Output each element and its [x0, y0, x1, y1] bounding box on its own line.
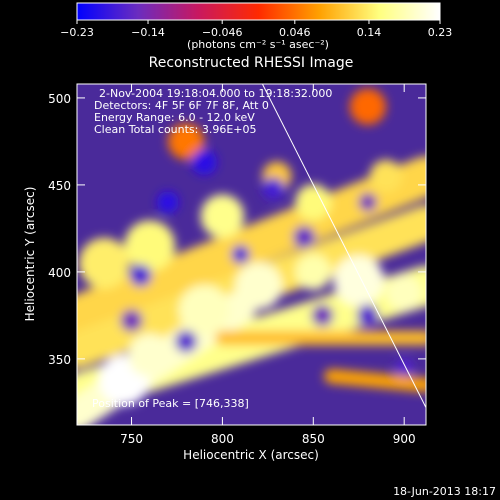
heatmap-band [324, 369, 426, 393]
heatmap-image [77, 88, 426, 425]
colorbar-tick-label: 0.23 [428, 26, 453, 39]
heatmap-trough [156, 191, 179, 214]
colorbar-ramp [76, 2, 441, 21]
heatmap-trough [231, 245, 250, 264]
heatmap-trough [356, 304, 379, 327]
chart-title: Reconstructed RHESSI Image [149, 55, 354, 71]
colorbar-ticks: −0.23 −0.14 −0.046 0.046 0.14 0.23 [60, 20, 452, 39]
y-tick-label: 500 [48, 92, 71, 106]
heatmap-trough [262, 177, 285, 200]
heatmap-peak [178, 284, 230, 336]
colorbar-tick-label: 0.046 [279, 26, 311, 39]
heatmap-peak [295, 253, 332, 291]
heatmap-trough [395, 358, 414, 377]
y-axis-label: Heliocentric Y (arcsec) [23, 187, 37, 322]
heatmap-trough [358, 193, 377, 212]
peak-label: Position of Peak = [746,338] [92, 397, 249, 410]
heatmap-peak [78, 237, 130, 289]
heatmap-trough [191, 149, 217, 176]
heatmap-peak [333, 255, 385, 307]
heatmap-trough [120, 309, 143, 332]
heatmap-peak [386, 274, 423, 311]
plot-frame [76, 83, 427, 426]
heatmap-trough [311, 304, 334, 327]
heatmap-trough [175, 330, 197, 353]
annotation-detectors: Detectors: 4F 5F 6F 7F 8F, Att 0 [94, 99, 269, 112]
heatmap-peak [200, 194, 245, 239]
annotation-energy: Energy Range: 6.0 - 12.0 keV [94, 111, 255, 124]
colorbar-tick-label: −0.14 [131, 26, 165, 39]
heatmap-trough [129, 264, 152, 287]
render-timestamp: 18-Jun-2013 18:17 [393, 485, 496, 498]
colorbar-unit-label: (photons cm⁻² s⁻¹ asec⁻²) [187, 38, 329, 51]
annotation-time: 2-Nov-2004 19:18:04.000 to 19:18:32.000 [99, 87, 332, 100]
y-tick-label: 350 [48, 353, 71, 367]
heatmap-peak [295, 184, 332, 221]
plot-area [76, 83, 427, 426]
x-tick-label: 900 [393, 432, 416, 446]
annotation-clean: Clean Total counts: 3.96E+05 [94, 123, 257, 136]
y-tick-label: 400 [48, 266, 71, 280]
colorbar-tick-label: 0.14 [357, 26, 382, 39]
colorbar-tick-label: −0.23 [60, 26, 94, 39]
annotations: 2-Nov-2004 19:18:04.000 to 19:18:32.000 … [92, 87, 332, 410]
colorbar-tick-label: −0.046 [202, 26, 243, 39]
x-tick-label: 850 [302, 432, 325, 446]
x-tick-label: 800 [211, 432, 234, 446]
y-axis: 350 400 450 500 [48, 92, 426, 367]
y-tick-label: 450 [48, 179, 71, 193]
solar-limb-line [261, 84, 426, 408]
x-axis: 750 800 850 900 [120, 84, 416, 446]
heatmap-peak [124, 220, 176, 272]
heatmap-trough [293, 226, 316, 249]
heatmap-peak [167, 123, 205, 160]
heatmap-peak [369, 159, 403, 193]
x-axis-label: Heliocentric X (arcsec) [183, 448, 319, 462]
x-tick-label: 750 [120, 432, 143, 446]
colorbar: −0.23 −0.14 −0.046 0.046 0.14 0.23 (photons c… [60, 2, 452, 51]
heatmap-peak [127, 333, 172, 378]
heatmap-peak [349, 88, 387, 125]
heatmap-peak [235, 262, 283, 310]
